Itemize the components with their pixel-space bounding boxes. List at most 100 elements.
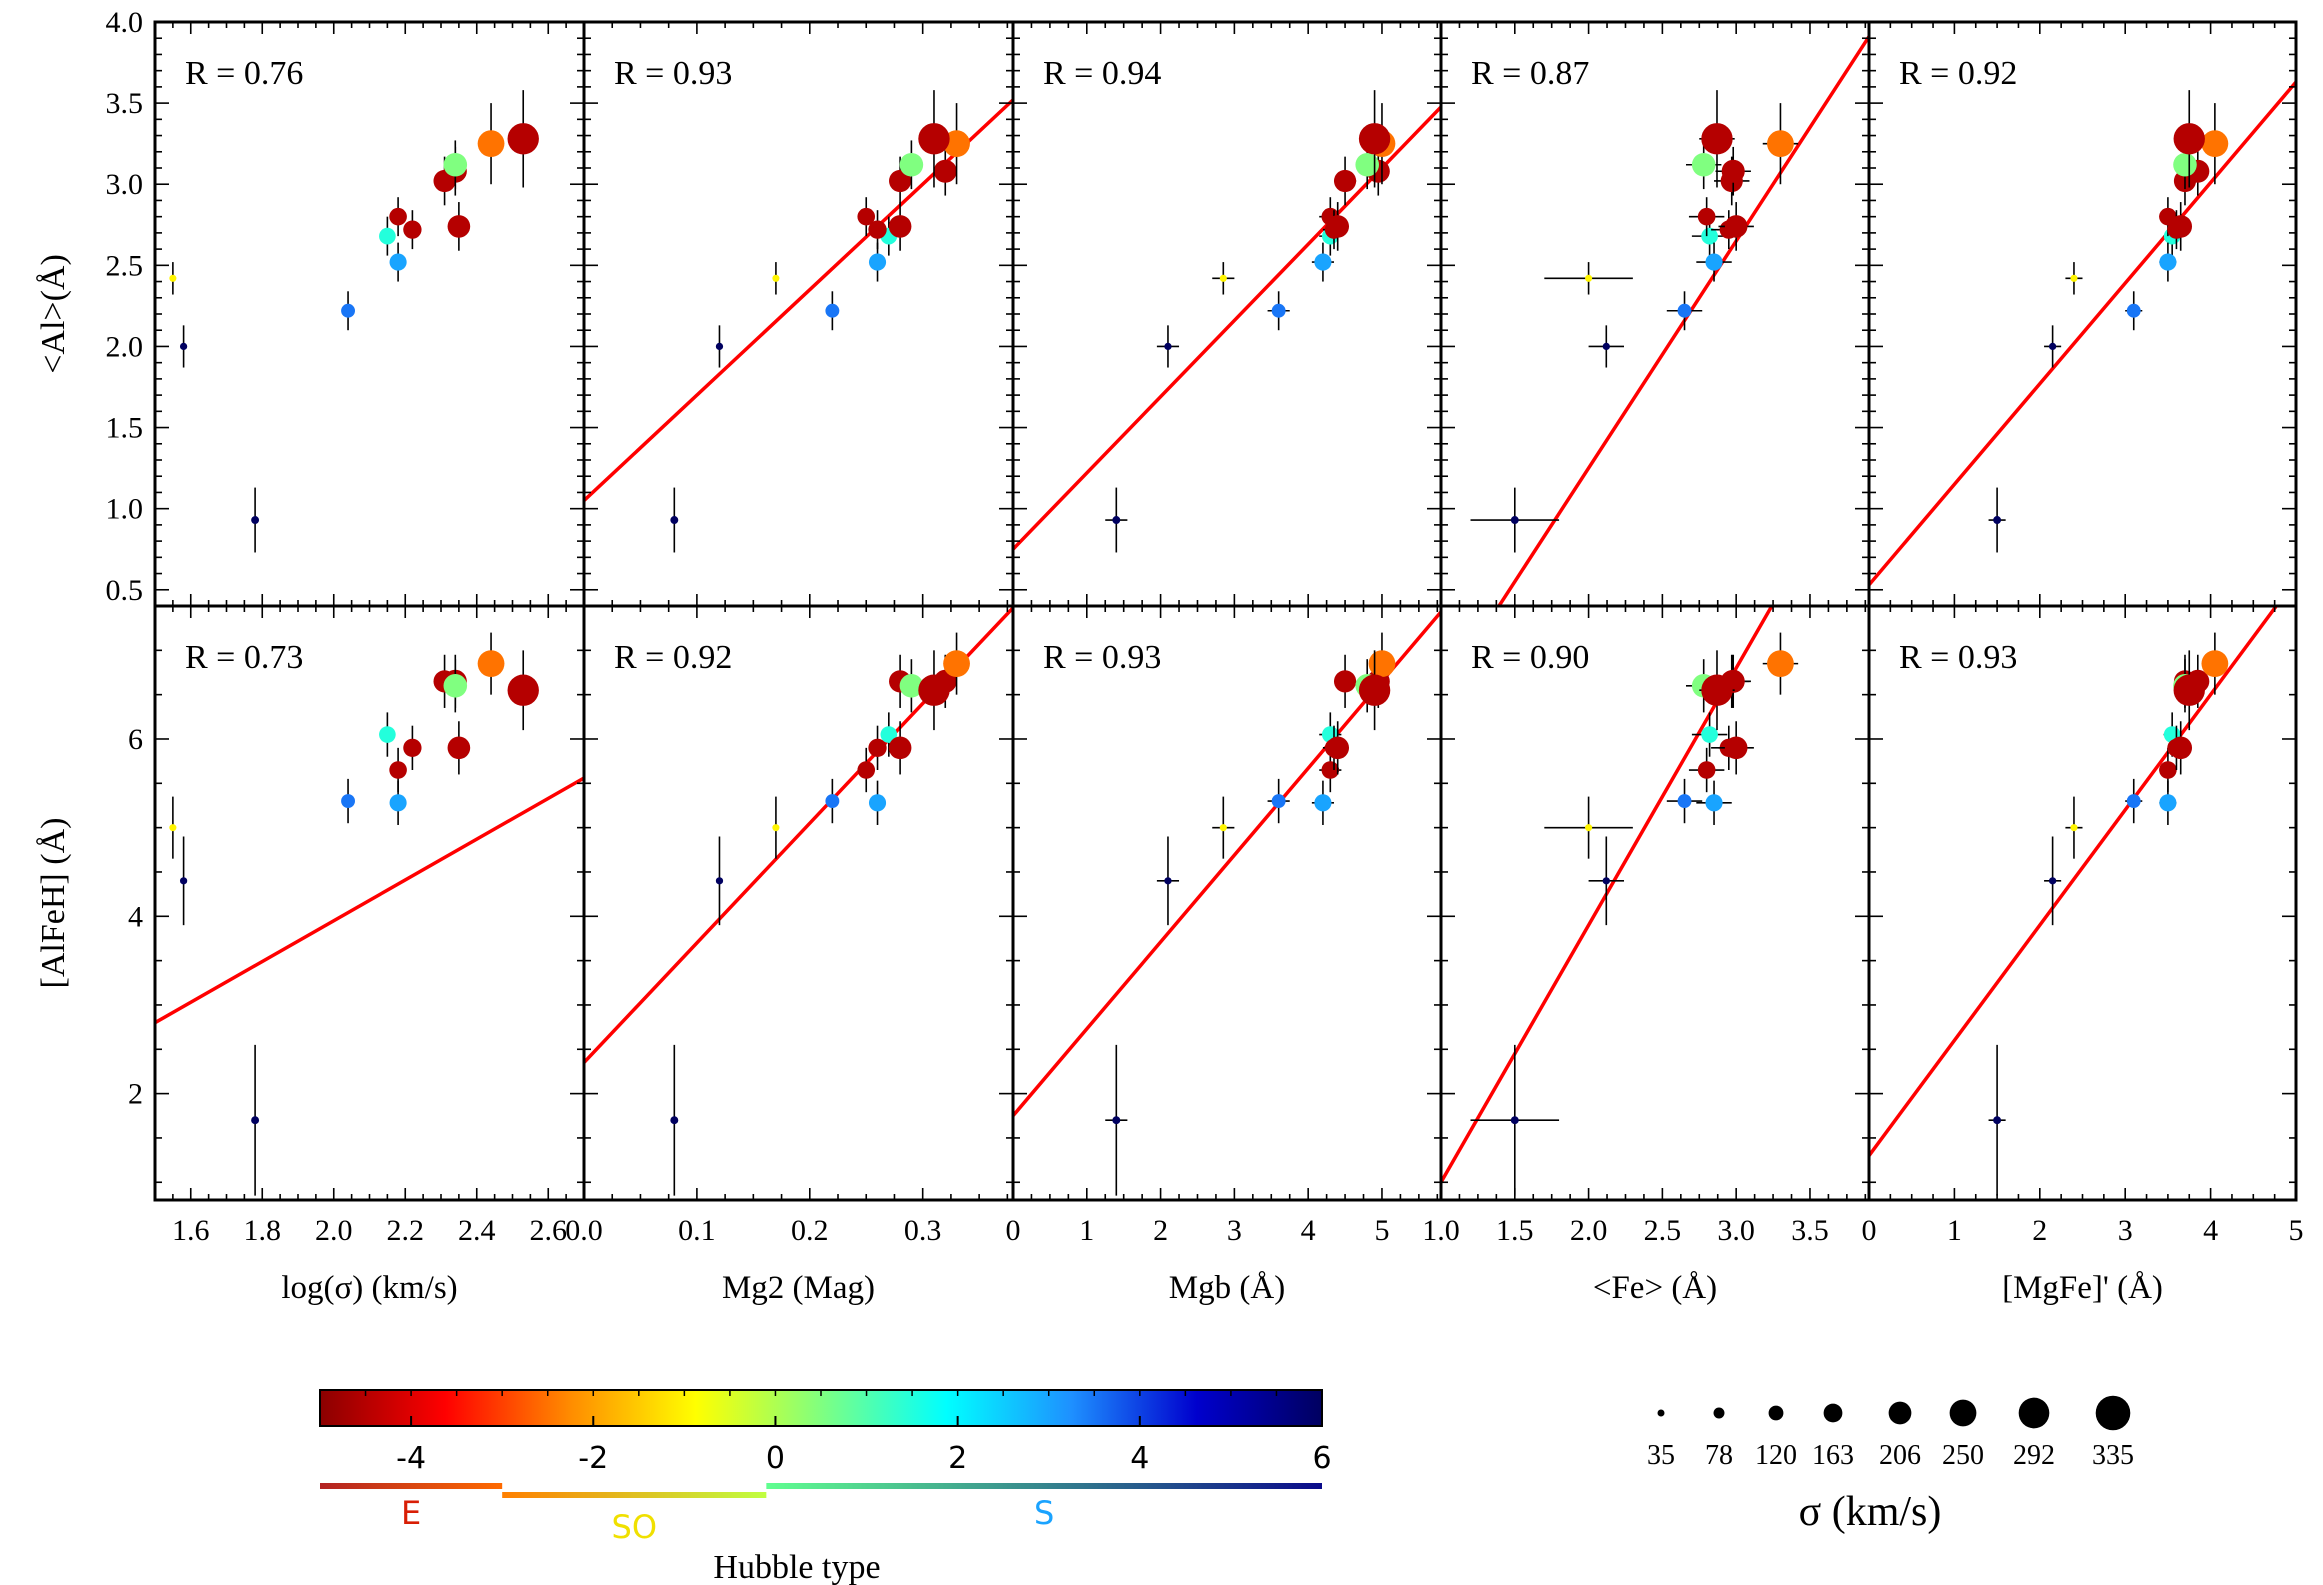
colorbar-ticks: -4 -2 0 2 4 6 — [319, 1390, 1332, 1476]
y-tick-label: 1.0 — [106, 493, 144, 526]
panel-0-3: R = 0.87 — [1439, 20, 1871, 608]
size-legend-dot — [2095, 1395, 2131, 1431]
galaxy-point — [1112, 1116, 1121, 1125]
galaxy-point — [2070, 274, 2078, 282]
galaxy-point — [447, 736, 471, 760]
galaxy-point — [857, 761, 876, 779]
galaxy-point — [507, 123, 539, 155]
colorbar-tick-label: 0 — [766, 1441, 785, 1476]
correlation-label: R = 0.93 — [1899, 639, 2017, 676]
galaxy-point — [341, 303, 355, 318]
x-tick-label: 2.6 — [530, 1214, 568, 1247]
galaxy-point — [1358, 674, 1391, 706]
x-axis-label: Mgb (Å) — [1169, 1269, 1285, 1306]
plot-area — [1013, 610, 1441, 1196]
galaxy-point — [447, 215, 471, 238]
galaxy-point — [179, 342, 188, 351]
x-tick-label: 0.1 — [678, 1214, 716, 1247]
galaxy-point — [888, 736, 912, 760]
galaxy-point — [1326, 736, 1350, 760]
colorbar-tick-label: 2 — [948, 1441, 967, 1476]
panel-0-0: 0.5 1.0 1.5 2.0 2.5 3.0 3.5 4.0 <Al>(Å) R = 0.76 — [35, 6, 586, 608]
y-tick-label: 2.5 — [106, 249, 144, 282]
correlation-label: R = 0.94 — [1043, 55, 1161, 92]
galaxy-point — [1321, 761, 1340, 779]
galaxy-point — [943, 650, 970, 678]
galaxy-point — [772, 274, 780, 282]
panel-frame — [1867, 604, 2298, 1202]
x-tick-label: 2.4 — [458, 1214, 496, 1247]
galaxy-point — [2159, 253, 2177, 271]
galaxy-point — [2169, 736, 2193, 760]
galaxy-point — [2169, 215, 2193, 238]
galaxy-point — [389, 794, 407, 812]
size-legend-label: 120 — [1755, 1440, 1797, 1471]
galaxy-point — [1993, 516, 2002, 524]
galaxy-point — [169, 824, 177, 832]
galaxy-point — [443, 674, 468, 698]
x-tick-label: 4 — [2203, 1214, 2218, 1247]
galaxy-point — [1510, 1116, 1519, 1125]
colorbar-title: Hubble type — [713, 1549, 880, 1585]
galaxy-point — [918, 674, 950, 706]
hubble-type-colorbar: -4 -2 0 2 4 6 E SO S Hubble type — [319, 1389, 1332, 1585]
correlation-label: R = 0.93 — [614, 55, 732, 92]
galaxy-point — [1271, 794, 1286, 808]
galaxy-point — [443, 152, 468, 177]
galaxy-point — [1767, 130, 1794, 158]
galaxy-point — [1697, 207, 1716, 226]
galaxy-point — [868, 220, 887, 239]
galaxy-point — [1314, 253, 1332, 271]
galaxy-point — [1219, 824, 1227, 832]
galaxy-point — [1164, 342, 1172, 351]
size-legend-dot — [1949, 1399, 1977, 1427]
size-legend-dot — [1768, 1405, 1784, 1421]
x-tick-label: 0 — [1006, 1214, 1021, 1247]
size-legend-label: 292 — [2013, 1440, 2055, 1471]
hubble-group-bar — [502, 1492, 767, 1498]
size-legend-dot — [1713, 1407, 1725, 1419]
galaxy-point — [1677, 303, 1692, 318]
y-tick-label: 3.0 — [106, 168, 144, 201]
colorbar-tick-label: 6 — [1312, 1441, 1331, 1476]
x-axis-label: [MgFe]' (Å) — [2002, 1269, 2163, 1306]
galaxy-point — [670, 1116, 679, 1125]
x-tick-label: 1.6 — [172, 1214, 210, 1247]
galaxy-point — [825, 303, 840, 318]
x-axis-label: log(σ) (km/s) — [281, 1270, 457, 1306]
galaxy-point — [1724, 215, 1748, 238]
galaxy-point — [880, 726, 898, 743]
y-tick-label: 4.0 — [106, 6, 144, 39]
x-tick-label: 0.2 — [791, 1214, 829, 1247]
size-legend-title: σ (km/s) — [1799, 1489, 1942, 1535]
galaxy-point — [1602, 342, 1610, 351]
plot-area — [1869, 80, 2296, 587]
plot-area — [584, 90, 1013, 553]
panel-1-3: 1.0 1.5 2.0 2.5 3.0 3.5 <Fe> (Å) R = 0.90 — [1422, 604, 1871, 1306]
panel-1-1: 0.0 0.1 0.2 0.3 Mg2 (Mag) R = 0.92 — [565, 604, 1015, 1306]
plot-area — [1470, 35, 1869, 606]
y-tick-label: 4 — [128, 900, 143, 933]
panel-0-1: R = 0.93 — [582, 20, 1015, 608]
galaxy-point — [2201, 650, 2229, 678]
galaxy-point — [2173, 152, 2197, 177]
galaxy-point — [403, 220, 422, 239]
fit-line — [1869, 606, 2279, 1157]
y-tick-label: 3.5 — [106, 87, 144, 120]
panel-1-4: 0 1 2 3 4 5 [MgFe]' (Å) R = 0.93 — [1862, 604, 2304, 1306]
x-tick-label: 5 — [1374, 1214, 1389, 1247]
galaxy-point — [1721, 159, 1745, 183]
correlation-label: R = 0.92 — [614, 639, 732, 676]
galaxy-point — [251, 516, 260, 524]
galaxy-point — [507, 674, 539, 706]
y-tick-label: 0.5 — [106, 574, 144, 607]
galaxy-point — [899, 152, 924, 177]
panel-frame — [1439, 20, 1871, 608]
galaxy-point — [2159, 794, 2177, 812]
galaxy-point — [868, 253, 887, 271]
galaxy-point — [1701, 674, 1733, 706]
galaxy-point — [1355, 152, 1379, 177]
galaxy-point — [1585, 824, 1593, 832]
x-tick-label: 3.5 — [1791, 1214, 1829, 1247]
